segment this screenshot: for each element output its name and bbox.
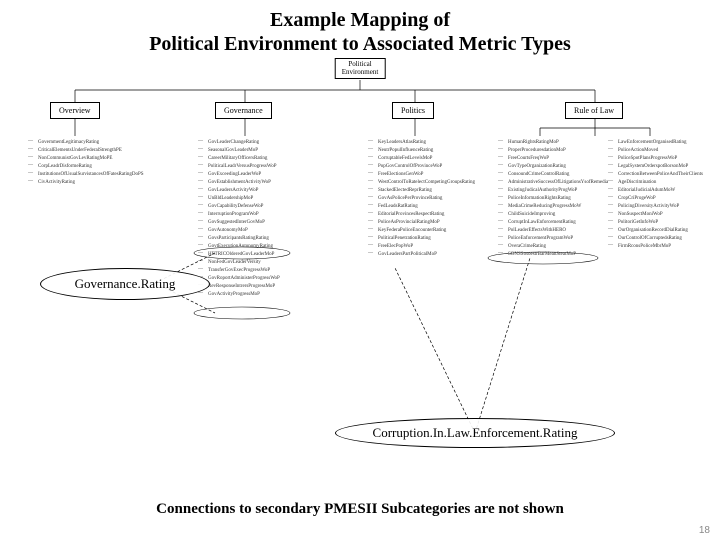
metric-item: UnBldLeadershipMoP <box>198 194 328 202</box>
metric-item: PolicingDiversityActivityWoP <box>608 202 708 210</box>
metric-item: KeyLeadersAtlasRating <box>368 138 498 146</box>
metric-item: CivActivityRating <box>28 178 158 186</box>
metric-item: CriticalElementsUnderFederalStrengthPE <box>28 146 158 154</box>
callout-label: Corruption.In.Law.Enforcement.Rating <box>373 425 578 441</box>
metric-item: CorruptInLawEnforcementRating <box>498 218 608 226</box>
metric-item: HumanRightsRatingMoP <box>498 138 608 146</box>
metric-item: AdministrativeSuccessOfLitigationsYsofRe… <box>498 178 608 186</box>
category-politics: Politics <box>392 102 434 119</box>
page-title: Example Mapping of Political Environment… <box>0 0 720 60</box>
metric-item: StackedElectedReprRating <box>368 186 498 194</box>
metric-item: CorruptableFedLevelsMoP <box>368 154 498 162</box>
metric-item: CareerMilitaryOfficersRating <box>198 154 328 162</box>
metric-item: SeasonalGovLeaderMoP <box>198 146 328 154</box>
metric-item: GovLeaderChangeRating <box>198 138 328 146</box>
metric-item: NonSuspectMoniWoP <box>608 210 708 218</box>
metric-item: GovsParticipantsRatingRating <box>198 234 328 242</box>
metric-item: CropCriProgeWoP <box>608 194 708 202</box>
diagram-area: Political Environment Overview Governanc… <box>20 58 700 478</box>
metric-item: PoliceEnforcementProgramWoP <box>498 234 608 242</box>
metric-item: GovernmentLegitimacyRating <box>28 138 158 146</box>
column-governance: GovLeaderChangeRatingSeasonalGovLeaderMo… <box>198 138 328 298</box>
metric-item: KeyFederaPoliceEncounterRating <box>368 226 498 234</box>
metric-item: CorrectionBetweenPoliceAndTheirClients <box>608 170 708 178</box>
metric-item: GovLeadersPartPoliticalMoP <box>368 250 498 258</box>
footer-text: Connections to secondary PMESII Subcateg… <box>156 501 564 517</box>
metric-item: GovTypeOrganizationRating <box>498 162 608 170</box>
metric-item: GovAsPolicePerProvinceRating <box>368 194 498 202</box>
metric-item: CorpLeadrDisformeRating <box>28 162 158 170</box>
metric-item: PoliceAsProvincialRatingMoP <box>368 218 498 226</box>
metric-item: PoliceInformationRightsRating <box>498 194 608 202</box>
metric-item: FirmRconsPoliceMbrMoP <box>608 242 708 250</box>
metric-item: GovtExecutionAutonomyRating <box>198 242 328 250</box>
metric-item: EditorialProvincesRespectRating <box>368 210 498 218</box>
root-label: Political Environment <box>342 60 379 76</box>
metric-item: PopGovControlOfProvinceWoP <box>368 162 498 170</box>
metric-item: FreeElecPopWoP <box>368 242 498 250</box>
page-number: 18 <box>699 525 710 536</box>
metric-item: GovLeadersActivityWoP <box>198 186 328 194</box>
category-label: Rule of Law <box>574 106 614 115</box>
callout-label: Governance.Rating <box>75 276 176 292</box>
column-politics: KeyLeadersAtlasRatingNeutrPopulInfluence… <box>368 138 498 258</box>
title-line-1: Example Mapping of <box>270 9 450 31</box>
metric-item: MediaCrimeReducingProgressMoW <box>498 202 608 210</box>
metric-item: LegalSystemOrderspotBorsonMoP <box>608 162 708 170</box>
metric-item: NonCommunistGovLevRatingMoPE <box>28 154 158 162</box>
callout-governance-rating: Governance.Rating <box>40 268 210 300</box>
metric-item: GovAutonomyMoP <box>198 226 328 234</box>
metric-item: EditorialJudicialAdumMoW <box>608 186 708 194</box>
category-label: Politics <box>401 106 425 115</box>
metric-item: AgeDiscrimination <box>608 178 708 186</box>
metric-item: PoliticalPenetrationRating <box>368 234 498 242</box>
metric-item: GovRoportAdministerProgressWoP <box>198 274 328 282</box>
metric-item: GovActivityProgressMoP <box>198 290 328 298</box>
metric-item: NeutrPopulInfluenceRating <box>368 146 498 154</box>
category-governance: Governance <box>215 102 272 119</box>
metric-item: HETRICOlderedGovLeaderMoP <box>198 250 328 258</box>
metric-item: InstitutionsOfUsualSurvistancesOfFatesRa… <box>28 170 158 178</box>
root-node: Political Environment <box>335 58 386 79</box>
category-label: Governance <box>224 106 263 115</box>
metric-item: ProperProceduresdationMoP <box>498 146 608 154</box>
column-ruleoflaw-right: LawEnforcementOrganisedRatingPoliceActio… <box>608 138 708 250</box>
metric-item: SONSSosoestrBarMeanSteatMoP <box>498 250 608 258</box>
metric-item: OurOrganisationRecordDialRating <box>608 226 708 234</box>
callout-corruption-rating: Corruption.In.Law.Enforcement.Rating <box>335 418 615 448</box>
metric-item: TransferGovExecProgressWoP <box>198 266 328 274</box>
metric-item: InterruptionProgramWoP <box>198 210 328 218</box>
metric-item: FreeCourtsFreqWoP <box>498 154 608 162</box>
metric-item: PoliceSpotPlansProgressWoP <box>608 154 708 162</box>
category-label: Overview <box>59 106 91 115</box>
metric-item: PoliceActionMoved <box>608 146 708 154</box>
column-overview: GovernmentLegitimacyRatingCriticalElemen… <box>28 138 158 186</box>
metric-item: OveraCrimeRating <box>498 242 608 250</box>
column-ruleoflaw-left: HumanRightsRatingMoPProperProceduresdati… <box>498 138 608 258</box>
metric-item: PolitoriGetInfoWoP <box>608 218 708 226</box>
metric-item: FedLeadsRatRating <box>368 202 498 210</box>
page-number-value: 18 <box>699 525 710 536</box>
footer-note: Connections to secondary PMESII Subcateg… <box>0 501 720 518</box>
metric-item: LawEnforcementOrganisedRating <box>608 138 708 146</box>
metric-item: NonFedGovLeaderVersity <box>198 258 328 266</box>
metric-item: PoliticalLeadrVersusProgressWoP <box>198 162 328 170</box>
metric-item: ExistingJudicalAuthorityProgWoP <box>498 186 608 194</box>
metric-item: GovSuggestedInterGovMoP <box>198 218 328 226</box>
metric-item: PolLeaderEffectsWithHERO <box>498 226 608 234</box>
category-overview: Overview <box>50 102 100 119</box>
title-line-2: Political Environment to Associated Metr… <box>149 33 571 55</box>
metric-item: GovExceedingLeaderWoP <box>198 170 328 178</box>
metric-item: GovCapabilityDefenseWoP <box>198 202 328 210</box>
metric-item: OurControlOfCorruptedsRating <box>608 234 708 242</box>
metric-item: ChildSuicideImproving <box>498 210 608 218</box>
metric-item: FreeElectionsGenWoP <box>368 170 498 178</box>
metric-item: RevResponseIntrersProgressMoP <box>198 282 328 290</box>
metric-item: ConsoundCrimeControlRating <box>498 170 608 178</box>
metric-item: GovEstablishmentActivityWoP <box>198 178 328 186</box>
category-ruleoflaw: Rule of Law <box>565 102 623 119</box>
metric-item: WestControlToRatelectCompetingGroupsRati… <box>368 178 498 186</box>
